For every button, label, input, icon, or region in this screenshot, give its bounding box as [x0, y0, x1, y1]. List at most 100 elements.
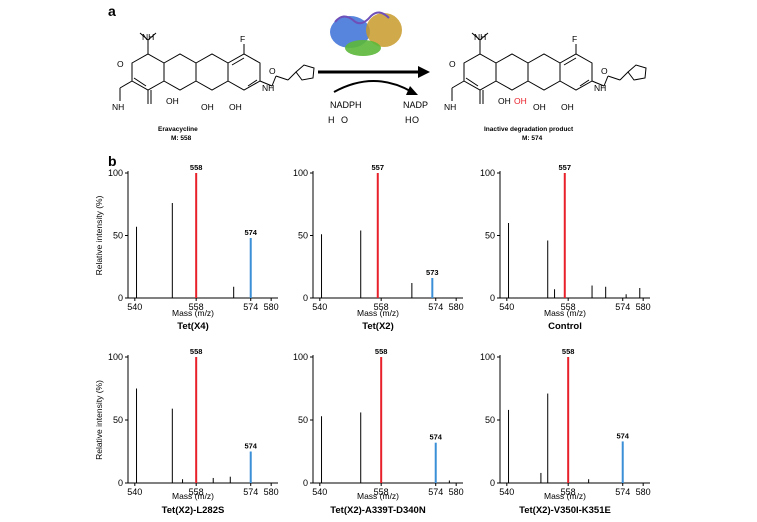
peak-label: 573 — [426, 268, 439, 277]
chart-title: Control — [548, 321, 582, 332]
x-tick-label: 540 — [499, 487, 514, 497]
x-tick-label: 558 — [189, 302, 204, 312]
reactant-amide-o-label: O — [269, 66, 276, 76]
y-tick-label: 100 — [293, 352, 308, 362]
x-tick-label: 574 — [243, 302, 258, 312]
x-tick-label: 558 — [189, 487, 204, 497]
reactant-oxo-label: O — [117, 59, 124, 69]
product-mass: M: 574 — [522, 135, 543, 142]
product-oh-label-1: OH — [498, 96, 511, 106]
x-tick-label: 540 — [312, 302, 327, 312]
product-structure — [451, 32, 647, 104]
y-tick-label: 0 — [118, 478, 123, 488]
y-tick-label: 0 — [303, 293, 308, 303]
product-oh-label-2: OH — [533, 102, 546, 112]
x-tick-label: 558 — [561, 487, 576, 497]
y-tick-label: 0 — [303, 478, 308, 488]
cofactor-nadp: NADP — [403, 100, 428, 110]
eravacycline-structure — [119, 32, 315, 104]
chart-title: Tet(X4) — [177, 321, 209, 332]
y-tick-label: 100 — [293, 168, 308, 178]
reaction-arrow — [318, 66, 430, 95]
peak-label: 574 — [244, 442, 257, 451]
spectrum-1: 0 50 100 540 558 574 580 558 574 Mass (m/z) Relati… — [94, 163, 279, 332]
reactant-nh2-label: NH — [112, 102, 124, 112]
peak-label: 574 — [244, 228, 257, 237]
spectrum-3: 0 50 100 540 558 574 580 557 Mass (m/z) Control — [480, 163, 651, 332]
x-tick-label: 574 — [428, 487, 443, 497]
reactant-name: Eravacycline — [158, 126, 198, 133]
y-tick-label: 100 — [108, 352, 123, 362]
spectrum-2: 0 50 100 540 558 574 580 557 573 Mass (m/z) Tet(X2… — [293, 163, 464, 332]
y-tick-label: 50 — [113, 231, 123, 241]
y-tick-label: 100 — [480, 168, 495, 178]
product-fluoro-label: F — [572, 34, 577, 44]
peak-label: 558 — [562, 347, 575, 356]
x-tick-label: 558 — [374, 302, 389, 312]
y-tick-label: 0 — [490, 293, 495, 303]
x-tick-label: 580 — [636, 487, 651, 497]
y-tick-label: 50 — [113, 415, 123, 425]
x-axis-label: Mass (m/z) — [357, 491, 399, 501]
y-tick-label: 100 — [108, 168, 123, 178]
peak-label: 557 — [559, 163, 572, 172]
reactant-mass: M: 558 — [171, 135, 192, 142]
reactant-oh-label-2: OH — [201, 102, 214, 112]
y-axis-label: Relative intensity (%) — [94, 195, 104, 275]
reactant-fluoro-label: F — [240, 34, 245, 44]
x-tick-label: 574 — [243, 487, 258, 497]
y-tick-label: 50 — [298, 415, 308, 425]
x-tick-label: 540 — [127, 302, 142, 312]
product-nh2-label: NH — [444, 102, 456, 112]
panel-a-letter: a — [108, 3, 116, 19]
x-tick-label: 580 — [264, 487, 279, 497]
panel-b-letter: b — [108, 153, 117, 169]
product-amine-label: NH — [474, 32, 486, 42]
peak-label: 558 — [375, 347, 388, 356]
x-tick-label: 574 — [615, 302, 630, 312]
cofactor-h2o-o: O — [412, 115, 419, 125]
spectrum-5: 0 50 100 540 558 574 580 558 574 Mass (m/z) Tet(X2… — [293, 347, 464, 516]
product-amide-label: NH — [594, 83, 606, 93]
product-name: Inactive degradation product — [484, 126, 574, 133]
x-tick-label: 540 — [312, 487, 327, 497]
y-tick-label: 100 — [480, 352, 495, 362]
cofactor-nadph: NADPH — [330, 100, 362, 110]
x-tick-label: 580 — [264, 302, 279, 312]
reactant-oh-label-1: OH — [166, 96, 179, 106]
x-tick-label: 580 — [449, 487, 464, 497]
y-tick-label: 50 — [485, 231, 495, 241]
chart-title: Tet(X2)-V350I-K351E — [519, 505, 611, 516]
x-axis-label: Mass (m/z) — [172, 308, 214, 318]
spectra-grid: 0 50 100 540 558 574 580 558 574 Mass (m/z) Relati… — [94, 163, 651, 516]
chart-title: Tet(X2) — [362, 321, 394, 332]
enzyme-structure-image — [330, 11, 402, 56]
reactant-oh-label-3: OH — [229, 102, 242, 112]
x-tick-label: 540 — [127, 487, 142, 497]
cofactor-o2: O — [341, 115, 348, 125]
y-tick-label: 0 — [490, 478, 495, 488]
x-axis-label: Mass (m/z) — [357, 308, 399, 318]
x-tick-label: 580 — [449, 302, 464, 312]
spectrum-4: 0 50 100 540 558 574 580 558 574 Mass (m/z) Relati… — [94, 347, 279, 516]
spectrum-6: 0 50 100 540 558 574 580 558 574 Mass (m/z) Tet(X2… — [480, 347, 651, 516]
reactant-amide-label: NH — [262, 83, 274, 93]
y-tick-label: 0 — [118, 293, 123, 303]
reactant-amine-label: NH — [142, 32, 154, 42]
product-oh-label-3: OH — [561, 102, 574, 112]
x-axis-label: Mass (m/z) — [172, 491, 214, 501]
x-tick-label: 558 — [561, 302, 576, 312]
product-amide-o-label: O — [601, 66, 608, 76]
x-tick-label: 580 — [636, 302, 651, 312]
chart-title: Tet(X2)-A339T-D340N — [330, 505, 426, 516]
cofactor-h: H — [328, 115, 335, 125]
product-new-oh-label: OH — [514, 96, 527, 106]
peak-label: 574 — [616, 431, 629, 440]
x-axis-label: Mass (m/z) — [544, 308, 586, 318]
chart-title: Tet(X2)-L282S — [162, 505, 225, 516]
peak-label: 558 — [190, 347, 203, 356]
product-oxo-label: O — [449, 59, 456, 69]
cofactor-h2o-h: H — [405, 115, 412, 125]
y-axis-label: Relative intensity (%) — [94, 380, 104, 460]
